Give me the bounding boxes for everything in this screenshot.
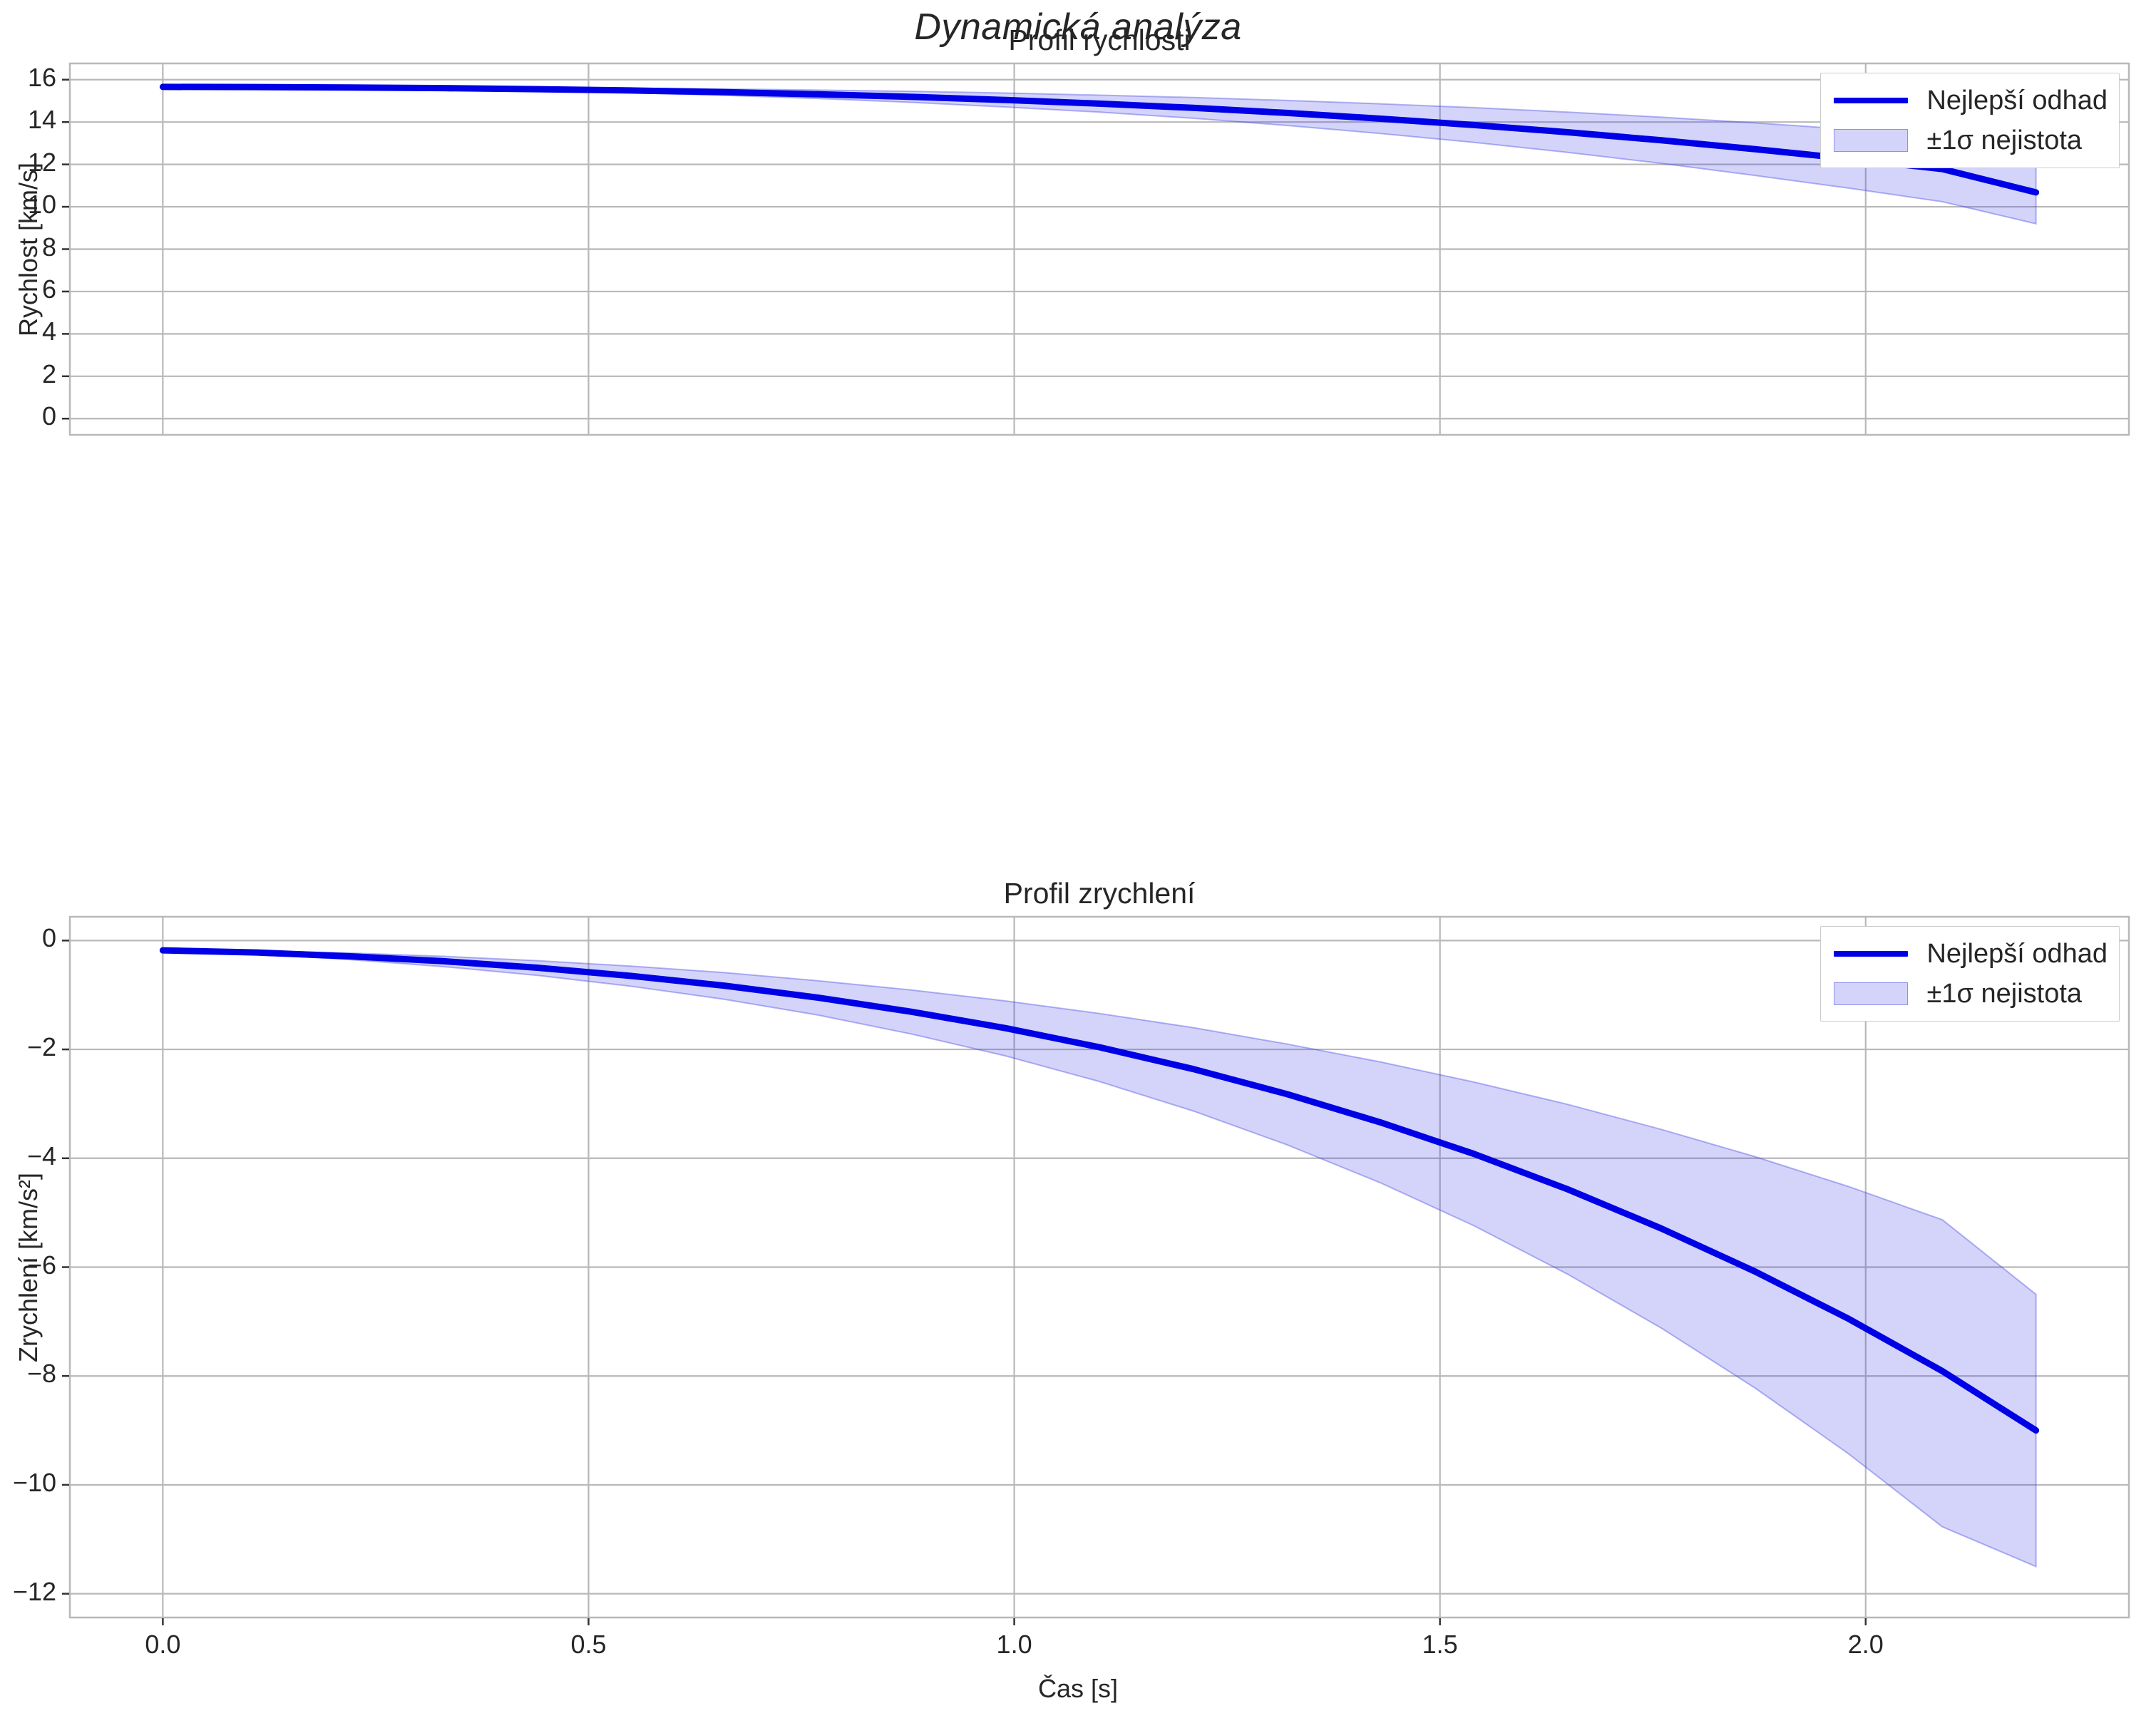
legend-entry-uncertainty[interactable]: ±1σ nejistota [1831, 120, 2108, 160]
axes-spines [68, 915, 2130, 1619]
subplot-1-plot-area [62, 62, 2130, 436]
legend-label-best-estimate: Nejlepší odhad [1926, 938, 2108, 969]
y-tick-label: −6 [26, 1250, 56, 1280]
y-tick-label: 12 [27, 147, 56, 177]
x-tick-label: 0.0 [145, 1630, 181, 1659]
y-tick-label: 6 [41, 274, 56, 304]
x-tick-label: 1.0 [996, 1630, 1032, 1659]
axes-spines [68, 62, 2130, 436]
y-tick-label: 4 [41, 317, 56, 346]
legend-entry-best-estimate[interactable]: Nejlepší odhad [1831, 934, 2108, 974]
legend-label-uncertainty: ±1σ nejistota [1926, 125, 2083, 155]
y-tick-label: 2 [41, 359, 56, 389]
grid-lines [69, 63, 2130, 436]
x-tick-label: 0.5 [570, 1630, 607, 1659]
legend-line-swatch [1831, 85, 1911, 116]
subplot-2-title: Profil zrychlení [1003, 877, 1196, 910]
best-estimate-line [159, 83, 2040, 196]
y-tick-label: −4 [26, 1141, 56, 1171]
y-tick-label: −2 [26, 1032, 56, 1062]
y-tick-label: 0 [41, 923, 56, 953]
y-tick-label: 16 [27, 62, 56, 92]
legend-band-swatch [1831, 125, 1911, 156]
legend-label-uncertainty: ±1σ nejistota [1926, 978, 2083, 1009]
uncertainty-band [162, 949, 2037, 1568]
subplot-2-legend[interactable]: Nejlepší odhad ±1σ nejistota [1820, 926, 2120, 1022]
figure-suptitle: Dynamická analýza [914, 6, 1242, 48]
best-estimate-line [159, 947, 2040, 1434]
y-tick-label: −10 [12, 1467, 56, 1497]
y-tick-label: −12 [12, 1576, 56, 1606]
subplot-1-ylabel: Rychlost [km/s] [14, 162, 43, 336]
legend-label-best-estimate: Nejlepší odhad [1926, 85, 2108, 115]
subplot-1-title: Profil rychlosti [1008, 24, 1191, 56]
subplot-2-plot-area [62, 915, 2130, 1625]
x-tick-label: 1.5 [1422, 1630, 1458, 1659]
y-tick-label: −8 [26, 1359, 56, 1389]
legend-entry-best-estimate[interactable]: Nejlepší odhad [1831, 81, 2108, 120]
subplot-1-legend[interactable]: Nejlepší odhad ±1σ nejistota [1820, 73, 2120, 168]
y-tick-label: 8 [41, 232, 56, 262]
y-tick-label: 0 [41, 401, 56, 431]
y-tick-label: 10 [27, 190, 56, 220]
legend-entry-uncertainty[interactable]: ±1σ nejistota [1831, 974, 2108, 1014]
x-tick-label: 2.0 [1847, 1630, 1884, 1659]
legend-band-swatch [1831, 978, 1911, 1009]
legend-line-swatch [1831, 938, 1911, 970]
y-tick-label: 14 [27, 105, 56, 135]
x-axis-label: Čas [s] [1037, 1674, 1119, 1703]
